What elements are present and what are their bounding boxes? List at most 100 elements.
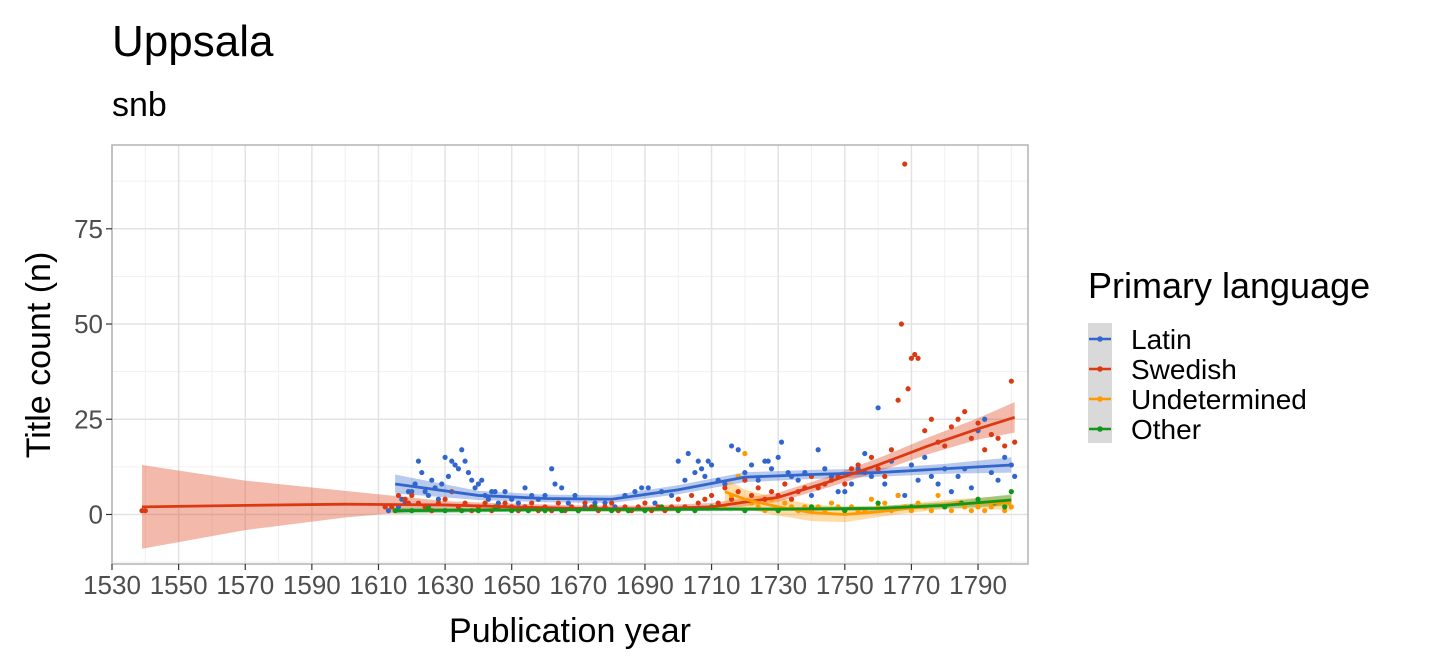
- point-swedish: [1012, 439, 1018, 445]
- point-latin: [742, 469, 748, 476]
- point-latin: [442, 454, 448, 460]
- point-swedish: [555, 500, 561, 506]
- x-tick-label: 1790: [949, 570, 1007, 600]
- plot-border: [111, 144, 1029, 565]
- point-latin: [698, 466, 705, 472]
- point-undetermined: [968, 508, 974, 514]
- point-latin: [708, 462, 715, 468]
- legend-label-undetermined: Undetermined: [1131, 384, 1307, 415]
- chart-subtitle: snb: [112, 86, 167, 124]
- fit-lines: [141, 416, 1016, 516]
- legend-label-other: Other: [1131, 414, 1201, 445]
- ribbon-swedish: [141, 402, 1015, 549]
- x-axis-title: Publication year: [449, 612, 691, 650]
- point-swedish: [955, 416, 961, 422]
- point-swedish: [442, 496, 448, 502]
- point-swedish: [905, 386, 911, 392]
- point-latin: [862, 450, 868, 457]
- point-latin: [722, 481, 728, 487]
- point-latin: [948, 489, 954, 495]
- x-tick-label: 1690: [616, 570, 674, 600]
- point-latin: [808, 492, 815, 499]
- point-undetermined: [868, 496, 875, 502]
- point-swedish: [735, 489, 741, 495]
- point-latin: [705, 458, 711, 464]
- point-swedish: [788, 496, 795, 502]
- point-swedish: [898, 321, 905, 327]
- point-latin: [755, 477, 761, 483]
- point-latin: [875, 405, 881, 411]
- point-swedish: [142, 508, 148, 514]
- point-other: [875, 500, 881, 506]
- point-latin: [1012, 473, 1018, 479]
- point-latin: [1002, 454, 1008, 460]
- point-latin: [472, 485, 478, 491]
- point-latin: [515, 500, 521, 506]
- x-tick-label: 1770: [882, 570, 940, 600]
- point-swedish: [395, 492, 402, 499]
- x-tick-label: 1590: [283, 570, 341, 600]
- x-tick-label: 1550: [150, 570, 208, 600]
- point-latin: [455, 466, 462, 472]
- x-tick-label: 1630: [416, 570, 474, 600]
- y-tick-label: 50: [74, 309, 103, 339]
- point-latin: [682, 477, 688, 483]
- point-undetermined: [1008, 504, 1014, 510]
- point-swedish: [1008, 378, 1014, 384]
- point-latin: [645, 485, 651, 491]
- point-latin: [385, 508, 392, 514]
- point-latin: [988, 469, 994, 476]
- x-tick-label: 1650: [483, 570, 541, 600]
- point-undetermined: [948, 508, 954, 514]
- point-undetermined: [975, 504, 981, 510]
- point-swedish: [912, 351, 918, 358]
- point-swedish: [908, 355, 915, 361]
- point-swedish: [855, 462, 861, 468]
- point-latin: [768, 466, 775, 472]
- x-tick-label: 1750: [816, 570, 874, 600]
- point-swedish: [888, 447, 895, 453]
- point-undetermined: [782, 500, 788, 506]
- point-undetermined: [1002, 508, 1008, 514]
- point-swedish: [582, 500, 588, 506]
- point-swedish: [409, 492, 415, 499]
- point-swedish: [922, 428, 928, 434]
- point-latin: [485, 496, 491, 502]
- y-ticks: 0 25 50 75: [74, 214, 112, 529]
- point-latin: [695, 458, 701, 464]
- point-swedish: [722, 485, 728, 491]
- point-undetermined: [895, 492, 901, 499]
- point-latin: [435, 496, 442, 502]
- y-tick-label: 75: [74, 214, 103, 244]
- point-swedish: [748, 492, 755, 499]
- point-latin: [592, 500, 598, 506]
- point-latin: [795, 477, 801, 483]
- point-latin: [452, 462, 458, 468]
- point-swedish: [702, 496, 708, 502]
- point-latin: [502, 489, 508, 495]
- point-swedish: [768, 489, 775, 495]
- legend-label-latin: Latin: [1131, 324, 1192, 355]
- point-swedish: [755, 485, 761, 491]
- point-undetermined: [935, 492, 941, 499]
- point-swedish: [982, 447, 988, 453]
- x-tick-label: 1530: [83, 570, 141, 600]
- point-swedish: [695, 500, 701, 506]
- point-latin: [675, 458, 681, 464]
- point-latin: [748, 462, 755, 468]
- point-swedish: [708, 492, 715, 499]
- point-swedish: [968, 435, 974, 441]
- point-latin: [728, 443, 735, 449]
- point-latin: [639, 485, 645, 491]
- point-latin: [429, 477, 435, 483]
- legend-key-point-other: [1097, 426, 1103, 432]
- point-latin: [842, 489, 848, 495]
- point-latin: [668, 492, 675, 499]
- point-latin: [835, 489, 841, 495]
- point-latin: [778, 439, 785, 445]
- point-swedish: [482, 500, 488, 506]
- point-swedish: [842, 481, 848, 487]
- point-latin: [882, 481, 888, 487]
- point-swedish: [848, 466, 855, 472]
- point-undetermined: [828, 500, 835, 506]
